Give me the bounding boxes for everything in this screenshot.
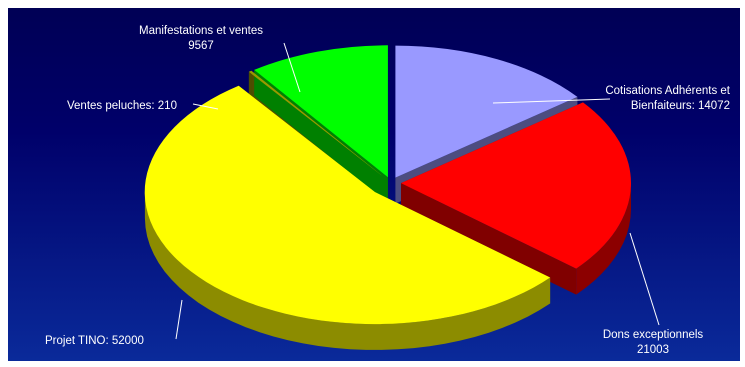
- slice-wall-start-4: [254, 69, 388, 204]
- pie-slice-2: [144, 85, 551, 325]
- pie-chart: Cotisations Adhérents et Bienfaiteurs: 14…: [45, 25, 731, 356]
- slice-outer-1: [576, 183, 631, 295]
- data-label-1: Dons exceptionnels 21003: [603, 329, 704, 356]
- slice-outer-2: [144, 192, 551, 350]
- pie-slice-4: [254, 45, 388, 178]
- pie-slice-0: [395, 45, 578, 178]
- leader-line-4: [283, 42, 301, 93]
- data-label-4: Manifestations et ventes 9567: [139, 25, 263, 52]
- leader-line-2: [175, 299, 183, 340]
- pie-slice-3: [248, 70, 386, 179]
- data-label-3: Ventes peluches: 210: [67, 100, 177, 112]
- pie-slice-1: [400, 102, 631, 269]
- chart-area: Cotisations Adhérents et Bienfaiteurs: 14…: [8, 8, 740, 361]
- leader-line-0: [492, 98, 611, 104]
- data-label-2: Projet TINO: 52000: [45, 335, 144, 347]
- data-label-0: Cotisations Adhérents et Bienfaiteurs: 14…: [605, 85, 730, 112]
- leader-line-3: [192, 103, 219, 110]
- slice-wall-end-1: [400, 183, 577, 295]
- leader-line-1: [629, 232, 660, 326]
